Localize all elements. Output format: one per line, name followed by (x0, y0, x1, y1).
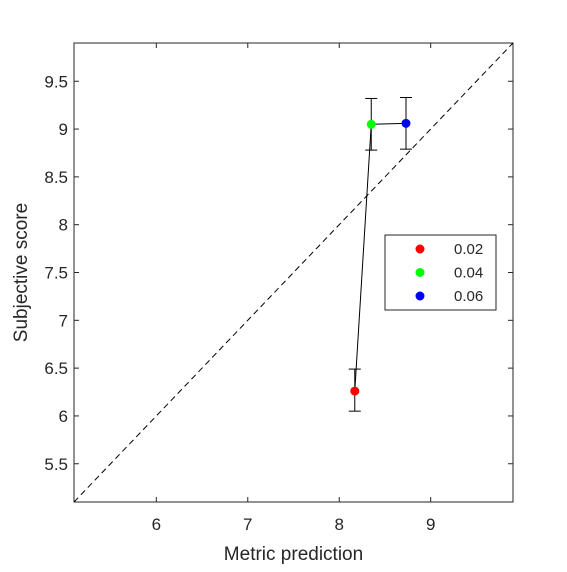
legend-marker-0.06 (415, 291, 425, 301)
legend-box (384, 234, 497, 311)
y-tick-label: 7.5 (44, 264, 68, 283)
legend-marker-0.04 (415, 268, 425, 277)
legend-label-0.04: 0.04 (454, 265, 483, 282)
x-axis-label: Metric prediction (224, 544, 363, 565)
y-tick-label: 9.5 (44, 72, 68, 91)
legend-label-0.02: 0.02 (454, 241, 483, 258)
y-tick-label: 8.5 (44, 168, 68, 187)
y-tick-label: 5.5 (44, 455, 68, 474)
x-tick-label: 6 (152, 515, 161, 534)
y-tick-label: 6 (59, 407, 68, 426)
data-point-0.02 (350, 386, 360, 396)
legend-marker-0.02 (415, 244, 425, 254)
diagonal-reference-line (73, 42, 514, 503)
legend-label-0.06: 0.06 (454, 288, 483, 305)
x-tick-label: 9 (426, 515, 435, 534)
y-tick-label: 6.5 (44, 359, 68, 378)
data-point-0.04 (366, 119, 376, 129)
x-tick-label: 7 (243, 515, 252, 534)
y-axis-label: Subjective score (11, 203, 32, 342)
y-tick-label: 8 (59, 216, 68, 235)
data-point-0.06 (401, 118, 411, 128)
y-tick-label: 7 (59, 311, 68, 330)
y-tick-label: 9 (59, 120, 68, 139)
x-tick-label: 8 (334, 515, 343, 534)
